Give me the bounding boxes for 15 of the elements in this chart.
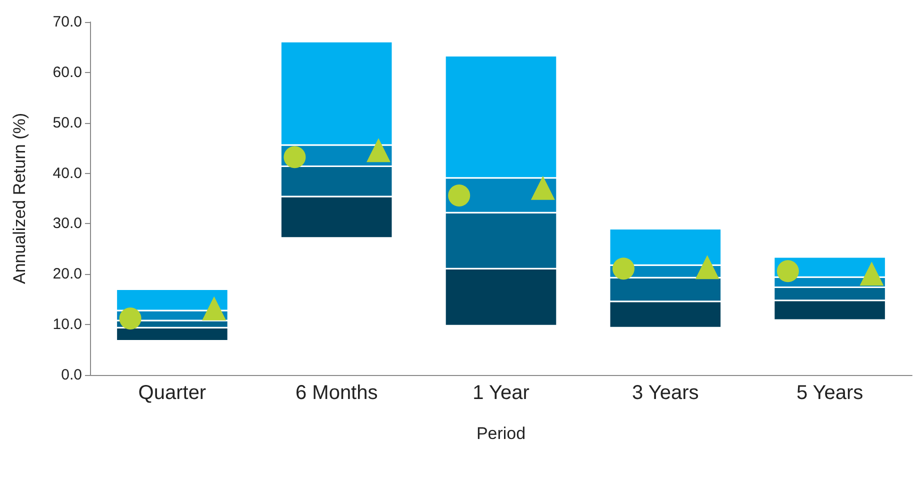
x-tick-label: Quarter [138,382,206,404]
x-tick-label: 3 Years [632,382,699,404]
x-axis-title: Period [476,424,526,443]
y-axis-title: Annualized Return (%) [10,112,29,284]
x-tick-label: 1 Year [472,382,530,404]
y-tick-label: 30.0 [52,215,82,232]
y-tick-label: 10.0 [52,316,82,334]
x-tick-label: 6 Months [295,382,378,404]
y-tick-label: 60.0 [52,64,82,81]
y-tick-label: 50.0 [52,114,82,132]
y-tick-label: 70.0 [52,14,82,30]
y-tick-label: 0.0 [61,366,82,384]
x-tick-label: 5 Years [796,382,864,404]
y-tick-label: 40.0 [52,164,82,182]
y-tick-label: 20.0 [52,266,82,283]
